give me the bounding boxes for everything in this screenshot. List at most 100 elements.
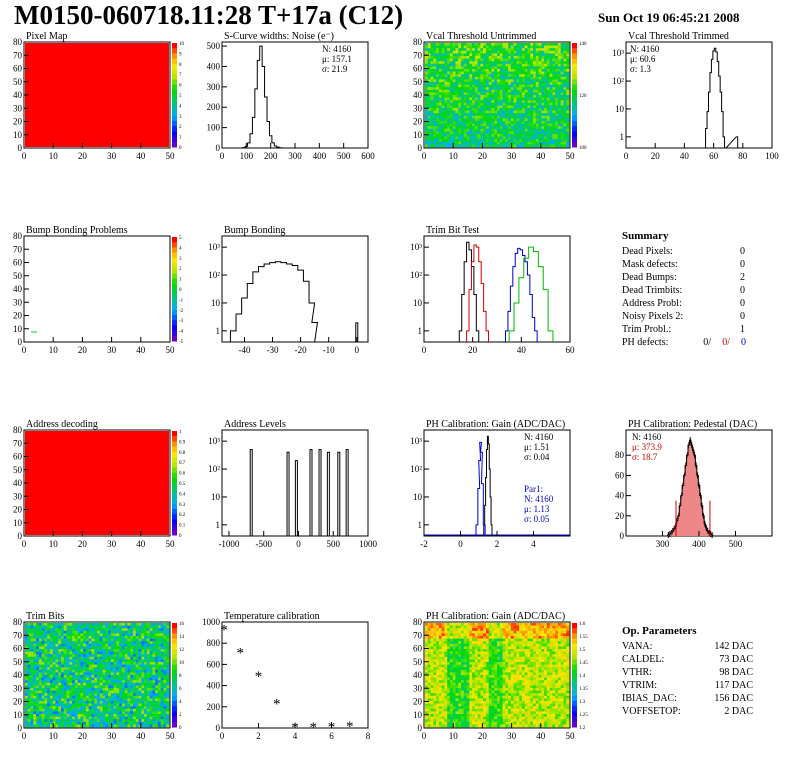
ph-pedestal-bar: [684, 465, 688, 536]
trim-bits-cell: [121, 662, 125, 665]
ph-gain-map-cell: [560, 625, 564, 629]
trim-bits-cell: [108, 706, 112, 710]
vcal-untrimmed-cell: [480, 100, 484, 104]
ph-gain-map-cell: [433, 630, 437, 634]
vcal-untrimmed-cell: [499, 74, 503, 78]
vcal-untrimmed-cell: [477, 53, 481, 57]
vcal-untrimmed-cell: [483, 53, 487, 57]
trim-bits-cell: [105, 662, 109, 665]
vcal-untrimmed-cell: [538, 139, 542, 143]
trim-bits-cell: [72, 701, 76, 704]
trim-bits-cell: [149, 677, 153, 681]
vcal-untrimmed-cell: [516, 100, 520, 104]
vcal-untrimmed-cell: [436, 121, 440, 124]
vcal-untrimmed-cell: [544, 69, 548, 72]
trim-bits-cell: [99, 646, 103, 650]
vcal-untrimmed-cell: [447, 66, 451, 70]
trim-bits-cell: [152, 638, 156, 642]
address-decoding-zbar-cell: [172, 446, 177, 453]
vcal-untrimmed-cell: [541, 79, 545, 83]
vcal-untrimmed-cell: [458, 144, 462, 148]
trim-bits-cell: [97, 675, 101, 678]
ph-gain-map-cell: [488, 625, 492, 629]
vcal-untrimmed-cell: [444, 66, 448, 70]
ph-gain-map-cell: [425, 628, 429, 632]
trim-bits-cell: [97, 680, 101, 684]
vcal-untrimmed-cell: [461, 61, 465, 65]
trim-bits-cell: [55, 716, 59, 720]
vcal-untrimmed-cell: [541, 105, 545, 109]
address-levels-bar: [326, 451, 330, 537]
vcal-untrimmed-cell: [425, 139, 429, 143]
vcal-untrimmed-cell: [488, 53, 492, 57]
trim-bits-cell: [166, 711, 170, 715]
trim-bits-cell: [63, 695, 67, 699]
trim-bits-cell: [157, 636, 161, 639]
vcal-untrimmed-cell: [535, 71, 539, 75]
pixel-map-zbar-cell: [172, 126, 177, 132]
trim-bits-cell: [77, 664, 81, 668]
trim-bits-cell: [44, 719, 48, 723]
trim-bits-cell: [144, 667, 148, 671]
vcal-untrimmed-cell: [505, 123, 509, 127]
trim-bits-cell: [157, 688, 161, 691]
scurve-ytick-label: 0: [216, 143, 221, 153]
trim-bits-cell: [94, 625, 98, 629]
trim-bits-cell: [55, 664, 59, 668]
vcal-untrimmed-cell: [538, 74, 542, 78]
vcal-untrimmed-cell: [449, 126, 453, 130]
trim-bits-cell: [25, 630, 29, 634]
trim-bits-cell: [110, 716, 114, 720]
vcal-untrimmed-cell: [549, 108, 553, 111]
trim-bits-cell: [74, 630, 78, 634]
vcal-untrimmed-cell: [530, 136, 534, 140]
vcal-untrimmed-cell: [555, 89, 559, 93]
vcal-untrimmed-cell: [458, 71, 462, 75]
pixel-map-zbar-cell: [172, 79, 177, 86]
trim-bits-cell: [52, 680, 56, 684]
vcal-untrimmed-cell: [455, 105, 459, 109]
trim-bits-cell: [33, 643, 37, 647]
trim-bits-cell: [36, 708, 40, 712]
vcal-untrimmed-cell: [455, 128, 459, 132]
pixel-map-zbar-cell: [172, 74, 177, 80]
trim-bits-cell: [116, 628, 120, 632]
vcal-untrimmed-cell: [494, 79, 498, 83]
trim-bits-cell: [105, 672, 109, 676]
ph-gain-map-cell: [546, 625, 550, 629]
vcal-untrimmed-cell: [563, 95, 567, 98]
trim-bits-cell: [85, 703, 89, 707]
trim-bits-cell: [105, 690, 109, 694]
trim-bits-cell: [108, 719, 112, 723]
ph-pedestal-bar: [700, 505, 704, 536]
vcal-untrimmed-cell: [563, 43, 567, 46]
trim-bits-cell: [116, 623, 120, 626]
vcal-untrimmed-cell: [505, 74, 509, 78]
vcal-trimmed-stat: σ: 1.3: [630, 64, 651, 74]
vcal-untrimmed-cell: [538, 128, 542, 132]
trim-bits-cell: [69, 643, 73, 647]
trim-bits-cell: [149, 685, 153, 689]
trim-bits-cell: [116, 646, 120, 650]
vcal-untrimmed-cell: [533, 121, 537, 124]
vcal-untrimmed-cell: [513, 92, 517, 96]
trim-bits-cell: [85, 682, 89, 686]
vcal-untrimmed-cell: [425, 136, 429, 140]
vcal-untrimmed-cell: [436, 53, 440, 57]
trim-bits-cell: [127, 654, 131, 658]
vcal-untrimmed-cell: [425, 48, 429, 52]
vcal-untrimmed-cell: [566, 43, 570, 46]
vcal-untrimmed-cell: [538, 48, 542, 52]
trim-bits-cell: [113, 672, 117, 676]
trim-bits-cell: [63, 724, 67, 728]
vcal-untrimmed-cell: [552, 141, 556, 145]
trim-bits-cell: [63, 641, 67, 645]
vcal-untrimmed-cell: [563, 76, 567, 80]
vcal-untrimmed-cell: [519, 82, 523, 85]
vcal-untrimmed-cell: [469, 74, 473, 78]
vcal-untrimmed-cell: [461, 113, 465, 117]
trim-bits-cell: [116, 682, 120, 686]
trim-bits-cell: [69, 695, 73, 699]
trim-bits-cell: [85, 638, 89, 642]
trim-bits-cell: [83, 714, 87, 717]
